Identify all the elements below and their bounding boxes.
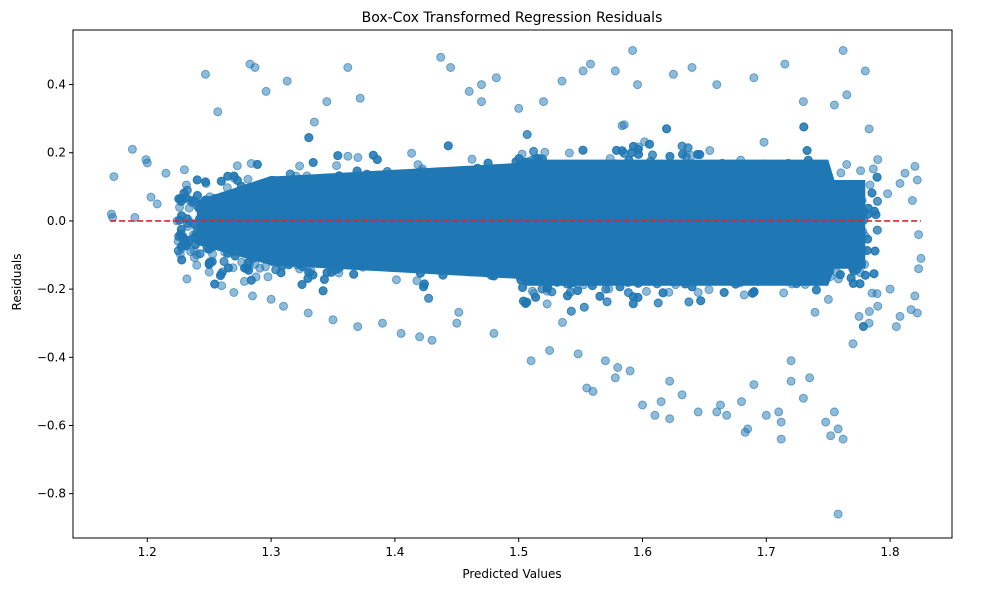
data-point bbox=[195, 249, 205, 259]
data-point bbox=[454, 307, 464, 317]
data-point bbox=[867, 288, 877, 298]
data-point bbox=[424, 293, 434, 303]
data-point bbox=[318, 286, 328, 296]
data-point bbox=[558, 317, 567, 327]
data-point bbox=[529, 146, 539, 156]
plot-area bbox=[72, 29, 953, 539]
data-point bbox=[704, 285, 714, 295]
data-point bbox=[810, 307, 820, 317]
data-point bbox=[343, 151, 353, 161]
data-point bbox=[332, 161, 342, 171]
data-point bbox=[665, 151, 675, 161]
data-point bbox=[246, 275, 256, 285]
data-point bbox=[739, 290, 749, 300]
data-point bbox=[869, 269, 879, 279]
data-point bbox=[836, 168, 846, 178]
data-point bbox=[349, 269, 359, 279]
data-point bbox=[835, 270, 845, 280]
data-point bbox=[645, 139, 654, 149]
data-point bbox=[297, 280, 307, 289]
data-point bbox=[179, 188, 189, 198]
data-point bbox=[678, 149, 688, 159]
data-point bbox=[216, 176, 226, 186]
data-point bbox=[872, 225, 882, 235]
data-point bbox=[223, 263, 233, 273]
data-point bbox=[412, 276, 422, 286]
data-point bbox=[779, 288, 789, 298]
scatter-points bbox=[106, 46, 926, 519]
data-point bbox=[263, 272, 273, 282]
data-point bbox=[842, 160, 852, 169]
data-point bbox=[216, 271, 225, 281]
data-point bbox=[443, 141, 453, 151]
data-point bbox=[579, 302, 589, 312]
data-point bbox=[658, 288, 668, 298]
data-point bbox=[693, 288, 703, 297]
data-point bbox=[243, 174, 253, 184]
data-point bbox=[201, 177, 210, 187]
data-point bbox=[802, 146, 812, 155]
data-point bbox=[848, 278, 858, 288]
data-point bbox=[522, 130, 532, 139]
data-point bbox=[759, 137, 769, 147]
data-point bbox=[295, 161, 305, 171]
data-point bbox=[542, 299, 552, 309]
data-point bbox=[601, 284, 611, 294]
data-point bbox=[868, 164, 878, 174]
data-point bbox=[304, 133, 314, 143]
data-point bbox=[705, 146, 715, 155]
data-point bbox=[368, 150, 378, 160]
data-point bbox=[870, 246, 880, 256]
data-point bbox=[177, 255, 187, 265]
data-point bbox=[578, 145, 588, 155]
data-point bbox=[856, 166, 866, 176]
data-point bbox=[684, 297, 694, 307]
data-point bbox=[864, 307, 874, 316]
chart-title: Box-Cox Transformed Regression Residuals bbox=[362, 10, 663, 26]
data-point bbox=[602, 297, 612, 307]
data-point bbox=[595, 291, 605, 301]
data-point bbox=[683, 143, 693, 153]
data-point bbox=[219, 257, 229, 266]
data-point bbox=[873, 196, 882, 206]
data-point bbox=[232, 161, 242, 171]
data-point bbox=[641, 286, 651, 296]
data-point bbox=[353, 153, 363, 162]
data-point bbox=[860, 270, 870, 280]
data-point bbox=[811, 285, 821, 295]
data-point bbox=[319, 274, 329, 284]
data-point bbox=[564, 148, 574, 158]
data-point bbox=[865, 180, 875, 190]
data-point bbox=[617, 121, 627, 131]
data-point bbox=[648, 150, 657, 160]
data-point bbox=[205, 257, 215, 267]
data-point bbox=[391, 275, 401, 285]
data-point bbox=[867, 188, 877, 198]
data-point bbox=[518, 283, 528, 292]
data-point bbox=[662, 124, 672, 134]
data-point bbox=[617, 146, 627, 156]
data-point bbox=[823, 294, 833, 304]
data-point bbox=[719, 288, 729, 297]
data-point bbox=[573, 286, 583, 296]
data-point bbox=[407, 148, 417, 158]
data-point bbox=[192, 191, 202, 200]
data-point bbox=[653, 298, 663, 308]
data-point bbox=[242, 263, 252, 273]
data-point bbox=[872, 172, 882, 182]
data-point bbox=[192, 175, 202, 185]
data-point bbox=[566, 306, 576, 316]
data-point bbox=[467, 154, 477, 164]
